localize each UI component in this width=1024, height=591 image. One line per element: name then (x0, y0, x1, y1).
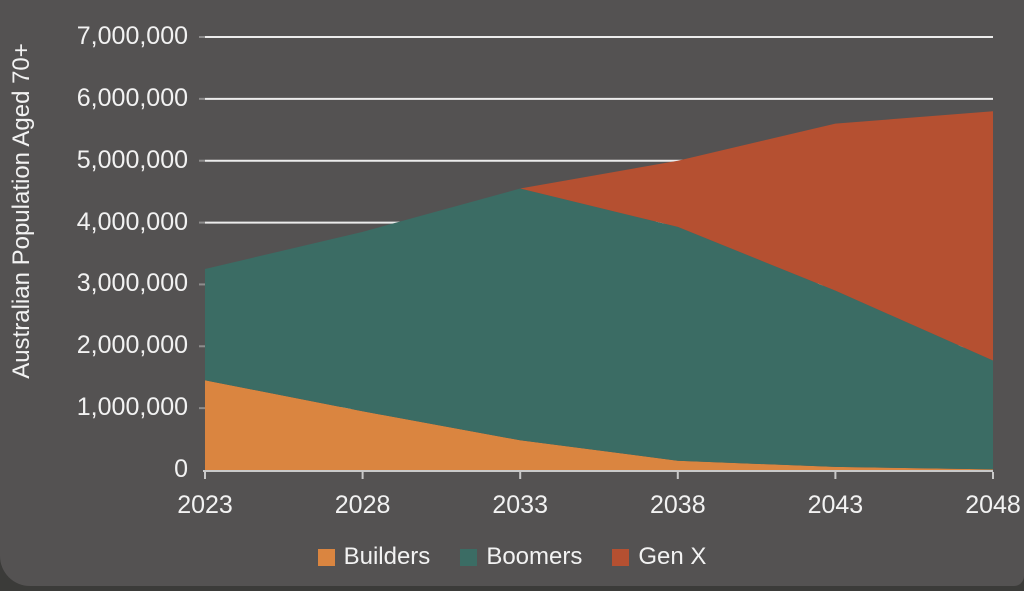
legend-label: Boomers (486, 543, 583, 570)
y-tick-label: 2,000,000 (76, 331, 188, 360)
area-series-gen-x (205, 111, 993, 361)
chart-legend: Builders Boomers Gen X (0, 543, 1024, 571)
y-tick-label: 3,000,000 (76, 269, 188, 298)
y-tick-label: 0 (174, 455, 188, 483)
x-tick-label: 2043 (807, 491, 864, 519)
y-tick-label: 6,000,000 (76, 83, 188, 112)
legend-item-gen-x: Gen X (612, 543, 706, 571)
y-tick-label: 7,000,000 (76, 22, 188, 50)
legend-swatch (317, 548, 335, 566)
y-tick-label: 1,000,000 (76, 393, 188, 422)
legend-item-boomers: Boomers (460, 543, 582, 571)
legend-swatch (612, 548, 630, 566)
area-series-boomers (205, 188, 993, 470)
legend-item-builders: Builders (317, 543, 431, 571)
x-tick-label: 2028 (334, 491, 391, 519)
area-series-builders (205, 380, 993, 470)
y-tick-label: 5,000,000 (76, 145, 188, 174)
x-tick-label: 2033 (492, 491, 548, 519)
x-tick-label: 2048 (965, 491, 1021, 519)
x-tick-label: 2023 (177, 491, 233, 519)
legend-swatch (460, 548, 478, 566)
legend-label: Builders (343, 543, 431, 570)
legend-label: Gen X (638, 543, 707, 570)
y-tick-label: 4,000,000 (76, 207, 188, 236)
x-tick-label: 2038 (649, 491, 706, 519)
